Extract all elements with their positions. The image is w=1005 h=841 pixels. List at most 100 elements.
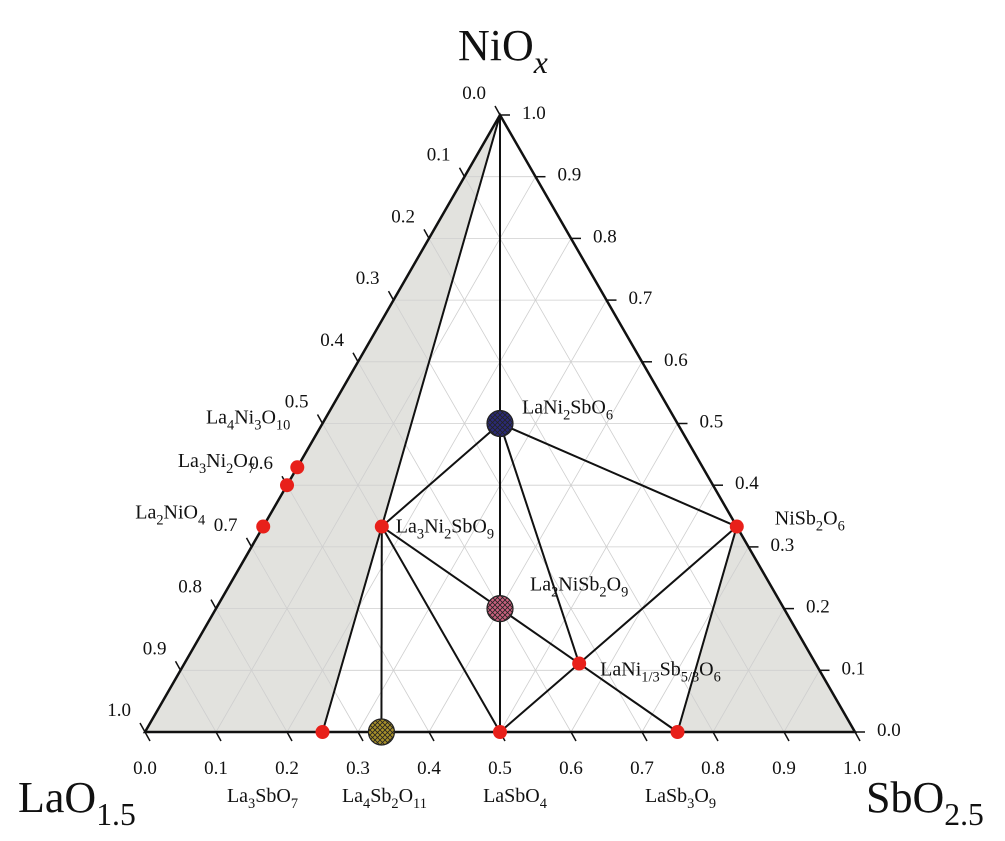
- right-tick-label: 0.5: [700, 412, 724, 433]
- tick-mark: [358, 732, 363, 741]
- subscript: 2: [391, 796, 398, 812]
- subscript: 2.5: [944, 797, 984, 832]
- phase-marker: [290, 460, 304, 474]
- bottom-tick-label: 0.3: [346, 758, 370, 779]
- tie-line: [500, 609, 579, 664]
- bottom-tick-label: 0.6: [559, 758, 583, 779]
- right-tick-label: 0.0: [877, 720, 901, 741]
- tie-line: [382, 527, 500, 609]
- formula-part: O: [607, 574, 621, 596]
- right-tick-label: 0.4: [735, 473, 759, 494]
- vertex-label: NiOx: [458, 21, 548, 80]
- grid-line: [465, 177, 785, 732]
- subscript: 6: [714, 670, 721, 686]
- bottom-tick-label: 0.5: [488, 758, 512, 779]
- formula-part: SbO: [451, 516, 487, 538]
- phase-marker: [493, 725, 507, 739]
- subscript: 10: [276, 417, 290, 433]
- tick-mark: [247, 538, 252, 547]
- left-tick-label: 0.3: [356, 268, 380, 289]
- subscript: 2: [551, 585, 558, 601]
- phase-label: La3SbO7: [227, 785, 298, 812]
- phase-marker: [572, 657, 586, 671]
- formula-part: La: [206, 406, 227, 428]
- formula-part: LaSbO: [483, 785, 540, 807]
- phase-label: LaSb3O9: [645, 785, 716, 812]
- phase-marker: [256, 520, 270, 534]
- tick-mark: [784, 732, 789, 741]
- tick-mark: [176, 661, 181, 670]
- formula-part: LaNi: [600, 659, 642, 681]
- left-tick-label: 0.5: [285, 392, 309, 413]
- formula-part: O: [694, 785, 708, 807]
- subscript: 4: [198, 513, 205, 529]
- tick-mark: [855, 732, 860, 741]
- bottom-tick-label: 0.4: [417, 758, 441, 779]
- tick-mark: [216, 732, 221, 741]
- bottom-tick-label: 0.7: [630, 758, 654, 779]
- right-tick-label: 0.3: [771, 535, 795, 556]
- formula-part: SbO: [255, 785, 291, 807]
- phase-label: La4Sb2O11: [342, 785, 427, 812]
- subscript: 11: [413, 796, 427, 812]
- tick-mark: [211, 600, 216, 609]
- tick-mark: [424, 229, 429, 238]
- left-tick-label: 0.4: [320, 330, 344, 351]
- phase-marker: [730, 520, 744, 534]
- subscript: x: [533, 45, 548, 80]
- tick-mark: [495, 106, 500, 115]
- formula-part: LaSb: [645, 785, 687, 807]
- phase-label: La3Ni2O7: [178, 450, 255, 477]
- formula-part: O: [233, 450, 247, 472]
- subscript: 2: [599, 585, 606, 601]
- tie-line: [500, 424, 737, 527]
- left-tick-label: 0.0: [462, 83, 486, 104]
- subscript: 7: [291, 796, 298, 812]
- subscript: 2: [156, 513, 163, 529]
- formula-part: Sb: [660, 659, 681, 681]
- formula-part: Ni: [424, 516, 444, 538]
- formula-part: La: [135, 502, 156, 524]
- formula-part: La: [178, 450, 199, 472]
- subscript: 1/3: [641, 670, 659, 686]
- bottom-tick-label: 0.8: [701, 758, 725, 779]
- formula-part: Ni: [234, 406, 254, 428]
- marker-hatch: [487, 411, 513, 437]
- subscript: 3: [199, 461, 206, 477]
- tick-mark: [429, 732, 434, 741]
- bottom-tick-label: 0.9: [772, 758, 796, 779]
- tie-line: [500, 424, 579, 664]
- right-tick-label: 1.0: [522, 103, 546, 124]
- left-tick-label: 0.2: [391, 206, 415, 227]
- tick-mark: [713, 732, 718, 741]
- formula-part: SbO: [570, 397, 606, 419]
- formula-part: LaNi: [522, 397, 564, 419]
- right-tick-label: 0.1: [842, 658, 866, 679]
- subscript: 9: [487, 527, 494, 543]
- tick-mark: [318, 415, 323, 424]
- formula-part: NiSb: [558, 574, 599, 596]
- left-tick-label: 0.8: [178, 577, 202, 598]
- formula-part: La: [396, 516, 417, 538]
- formula-part: La: [227, 785, 248, 807]
- tick-mark: [460, 168, 465, 177]
- subscript: 4: [227, 417, 234, 433]
- phase-label: La4Ni3O10: [206, 406, 290, 433]
- tie-line: [382, 527, 500, 732]
- subscript: 2: [444, 527, 451, 543]
- phase-marker: [316, 725, 330, 739]
- phase-label: LaNi2SbO6: [522, 397, 613, 424]
- right-tick-label: 0.8: [593, 226, 617, 247]
- formula-part: SbO: [866, 773, 944, 822]
- formula-part: La: [530, 574, 551, 596]
- formula-part: NiO: [458, 21, 534, 70]
- formula-part: O: [823, 508, 837, 530]
- formula-part: NiO: [164, 502, 198, 524]
- left-tick-label: 0.7: [214, 515, 238, 536]
- subscript: 9: [621, 585, 628, 601]
- formula-part: Sb: [370, 785, 391, 807]
- bottom-tick-label: 0.1: [204, 758, 228, 779]
- phase-marker: [375, 520, 389, 534]
- subscript: 6: [606, 408, 613, 424]
